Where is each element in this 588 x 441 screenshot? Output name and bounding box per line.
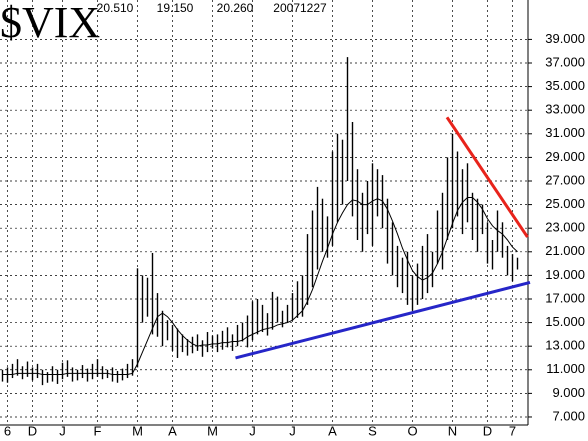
y-tick-label: 19.000 [545,267,585,282]
x-tick-label: A [328,423,337,438]
x-tick-label: 6 [4,423,11,438]
y-tick-label: 7.000 [552,408,585,423]
x-tick-label: S [368,423,377,438]
y-tick-label: 11.000 [546,361,585,376]
x-tick-label: M [207,423,218,438]
y-tick-label: 25.000 [545,196,585,211]
chart-title: $VIX [0,0,100,47]
y-tick-label: 33.000 [545,102,585,117]
y-tick-label: 17.000 [545,290,585,305]
y-tick-label: 39.000 [545,31,585,46]
trend-line [445,116,529,238]
x-tick-label: M [132,423,143,438]
y-tick-label: 21.000 [545,243,585,258]
header-value: 20.260 [217,1,254,15]
x-tick-label: 7 [509,423,516,438]
x-tick-label: D [28,423,37,438]
y-tick-label: 35.000 [545,78,585,93]
x-tick-label: A [168,423,177,438]
y-tick-label: 13.000 [545,338,585,353]
x-tick-label: N [448,423,457,438]
x-tick-label: J [249,423,256,438]
header-value: 20071227 [273,1,327,15]
y-tick-label: 29.000 [545,149,585,164]
x-tick-label: F [94,423,102,438]
y-tick-label: 9.000 [552,385,585,400]
y-tick-label: 23.000 [545,220,585,235]
y-tick-label: 37.000 [545,54,585,69]
y-tick-label: 31.000 [545,125,585,140]
y-tick-label: 15.000 [545,314,585,329]
x-tick-label: J [289,423,296,438]
x-tick-label: D [483,423,492,438]
header-value: 20.510 [97,1,134,15]
x-tick-label: J [59,423,66,438]
moving-average [2,197,518,375]
header-value: 19.150 [157,1,194,15]
y-tick-label: 27.000 [545,172,585,187]
x-tick-label: O [407,423,417,438]
trend-line [235,281,531,360]
